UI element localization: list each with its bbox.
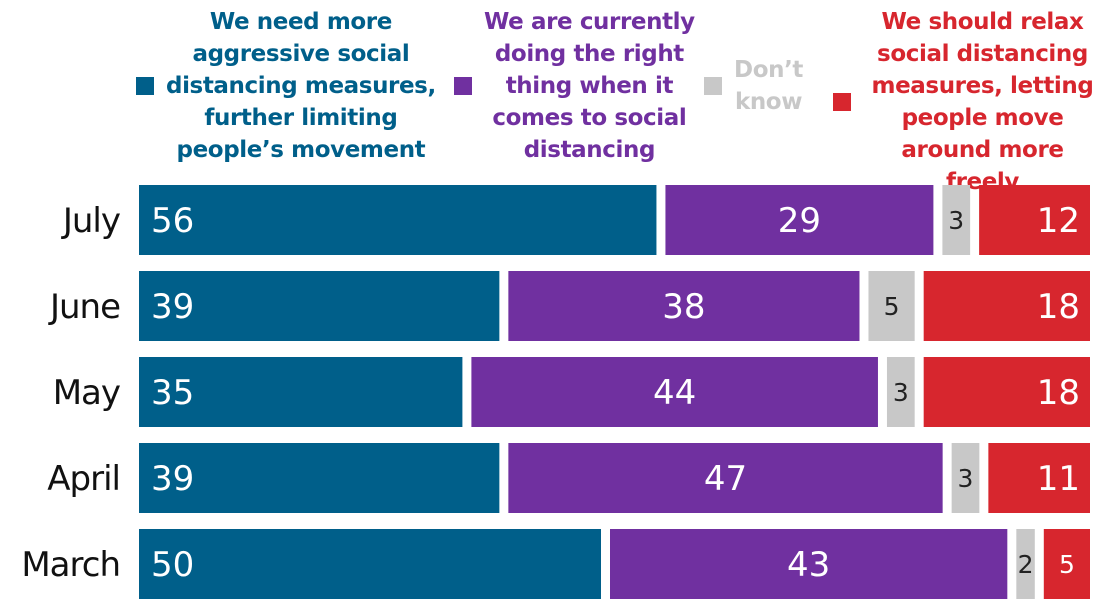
bar-segment — [951, 443, 980, 513]
data-label: 3 — [948, 206, 964, 235]
bar-segment — [988, 443, 1090, 513]
bar-segment — [868, 271, 915, 341]
bar-segment — [610, 529, 1008, 599]
row-label-july: July — [61, 201, 121, 241]
legend-swatch-aggressive — [136, 77, 154, 95]
bar-segment — [139, 443, 500, 513]
legend-label-right-thing: We are currently doing the right thing w… — [484, 9, 695, 163]
data-label: 3 — [893, 378, 909, 407]
bar-segment — [665, 185, 934, 255]
data-label: 5 — [1059, 550, 1075, 579]
bar-segment — [1043, 529, 1090, 599]
bar-segment — [471, 357, 878, 427]
bar-segment — [942, 185, 971, 255]
legend-label-dont-know: Don’t know — [734, 57, 803, 115]
data-label: 12 — [1037, 201, 1080, 241]
legend-swatch-relax — [833, 93, 851, 111]
data-label: 50 — [151, 545, 194, 585]
data-label: 3 — [958, 464, 974, 493]
data-label: 56 — [151, 201, 194, 241]
data-label: 18 — [1037, 373, 1080, 413]
data-label: 29 — [778, 201, 821, 241]
row-label-march: March — [21, 545, 120, 585]
bar-segment — [139, 185, 657, 255]
bar-segment — [923, 357, 1090, 427]
bar-segment — [508, 443, 943, 513]
data-label: 2 — [1018, 550, 1034, 579]
bar-segment — [1016, 529, 1035, 599]
data-label: 5 — [884, 292, 900, 321]
bar-segment — [923, 271, 1090, 341]
row-label-april: April — [47, 459, 120, 499]
data-label: 44 — [653, 373, 696, 413]
legend-label-aggressive: We need more aggressive social distancin… — [166, 9, 436, 163]
data-label: 18 — [1037, 287, 1080, 327]
data-label: 35 — [151, 373, 194, 413]
legend-item-dont-know: Don’t know — [704, 54, 803, 118]
bar-segment — [508, 271, 860, 341]
data-label: 38 — [662, 287, 705, 327]
legend-swatch-dont-know — [704, 77, 722, 95]
legend-item-right-thing: We are currently doing the right thing w… — [454, 6, 695, 166]
bar-segment — [139, 529, 601, 599]
data-label: 39 — [151, 459, 194, 499]
legend-swatch-right-thing — [454, 77, 472, 95]
data-label: 47 — [704, 459, 747, 499]
legend-item-aggressive: We need more aggressive social distancin… — [136, 6, 436, 166]
row-label-june: June — [48, 287, 120, 327]
bar-segment — [979, 185, 1090, 255]
bar-segment — [886, 357, 915, 427]
data-label: 43 — [787, 545, 830, 585]
data-label: 39 — [151, 287, 194, 327]
row-label-may: May — [53, 373, 121, 413]
bar-segment — [139, 271, 500, 341]
data-label: 11 — [1037, 459, 1080, 499]
bar-segment — [139, 357, 463, 427]
